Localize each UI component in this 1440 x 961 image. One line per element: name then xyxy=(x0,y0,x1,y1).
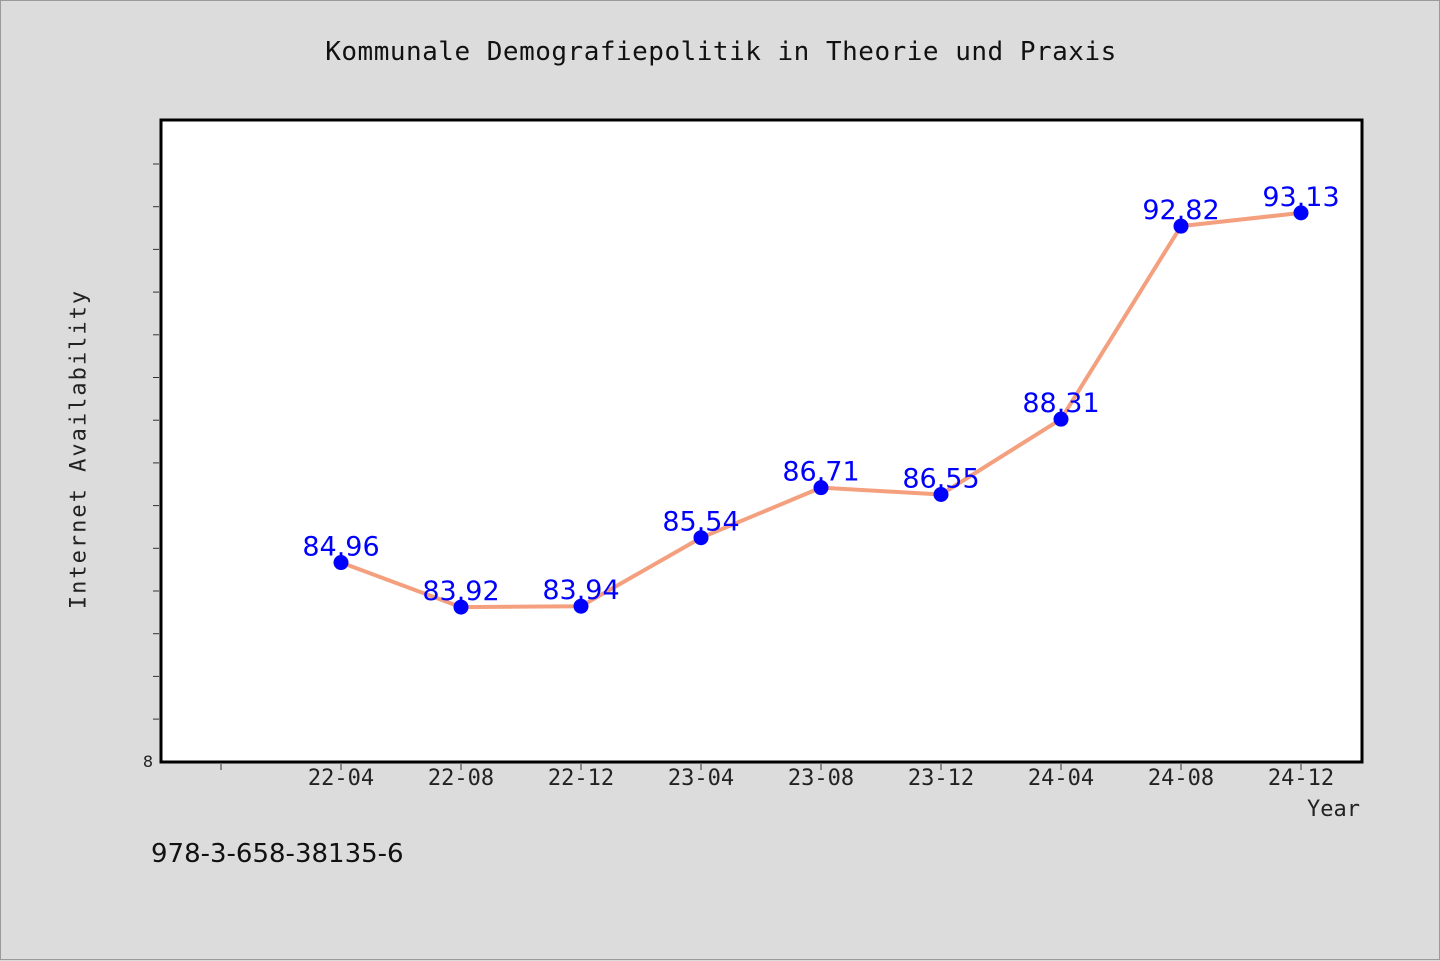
x-axis-label: Year xyxy=(1307,797,1360,822)
x-tick-label: 23-04 xyxy=(668,766,734,791)
y-tick-label: 8 xyxy=(143,752,153,771)
x-tick-label: 24-12 xyxy=(1268,766,1334,791)
data-label: 88.31 xyxy=(1022,388,1099,419)
data-point xyxy=(333,555,349,571)
data-point xyxy=(933,487,949,502)
data-point xyxy=(453,599,469,615)
data-point xyxy=(1293,205,1309,221)
data-label: 86.71 xyxy=(782,457,859,488)
x-tick-label: 24-04 xyxy=(1028,766,1094,791)
isbn-footnote: 978-3-658-38135-6 xyxy=(151,839,404,869)
data-label: 85.54 xyxy=(662,507,739,538)
data-point xyxy=(693,530,709,546)
x-tick-label: 23-12 xyxy=(908,766,974,791)
data-point xyxy=(573,598,589,614)
chart-title: Kommunale Demografiepolitik in Theorie u… xyxy=(325,37,1117,67)
data-label: 86.55 xyxy=(902,464,979,495)
data-label: 83.94 xyxy=(542,575,619,606)
data-label: 83.92 xyxy=(422,576,499,607)
data-point xyxy=(1053,411,1069,427)
plot-area xyxy=(159,118,1364,764)
data-label: 84.96 xyxy=(302,532,379,563)
x-tick-label: 22-12 xyxy=(548,766,614,791)
x-tick-label: 23-08 xyxy=(788,766,854,791)
x-tick-label: 22-08 xyxy=(428,766,494,791)
x-tick-label: 22-04 xyxy=(308,766,374,791)
data-label: 92.82 xyxy=(1142,195,1219,226)
x-tick-label: 24-08 xyxy=(1148,766,1214,791)
data-label: 93.13 xyxy=(1262,182,1339,213)
data-point xyxy=(813,480,829,496)
data-point xyxy=(1173,218,1189,234)
